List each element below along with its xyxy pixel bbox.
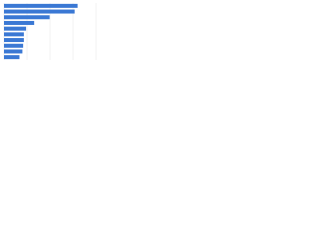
bar	[4, 3, 78, 8]
bar	[4, 15, 50, 20]
bar	[4, 55, 20, 60]
bar	[4, 32, 24, 37]
bar	[4, 9, 75, 14]
bar	[4, 20, 35, 25]
bar	[4, 38, 24, 43]
bar	[4, 49, 23, 54]
bar	[4, 43, 24, 48]
bar	[4, 26, 27, 31]
chart	[3, 3, 97, 60]
